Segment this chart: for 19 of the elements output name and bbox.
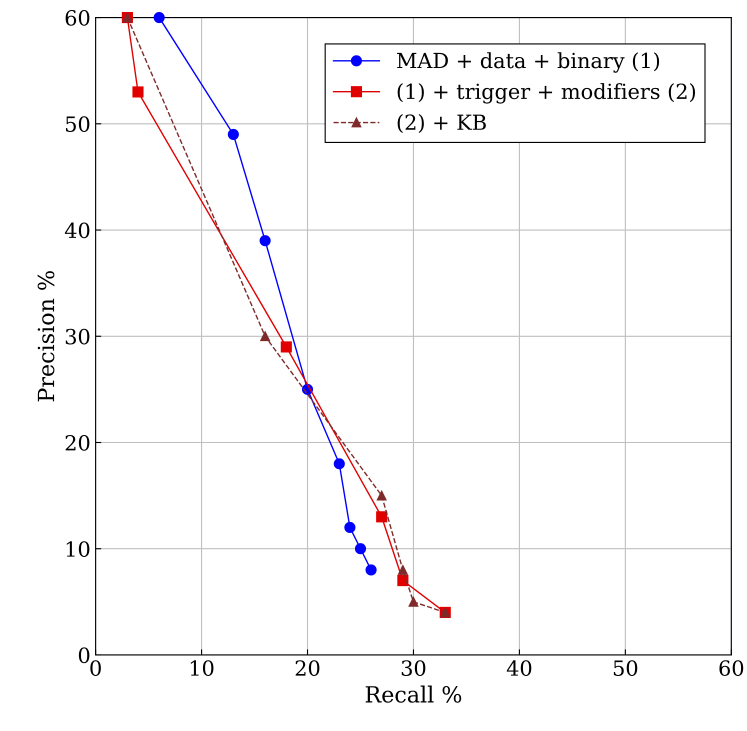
legend-label: (2) + KB [398, 114, 486, 134]
y-tick-label: 60 [66, 10, 90, 26]
y-tick-label: 30 [66, 328, 90, 344]
y-axis-title: Precision % [38, 271, 54, 402]
x-axis-title: Recall % [366, 686, 462, 703]
x-tick-label: 50 [614, 660, 638, 676]
x-tick-label: 0 [90, 660, 101, 676]
y-tick-label: 20 [66, 434, 90, 451]
y-tick-label: 50 [66, 116, 90, 132]
y-tick-label: 10 [66, 541, 90, 557]
x-tick-label: 60 [719, 660, 744, 676]
x-tick-label: 10 [190, 660, 214, 676]
x-tick-label: 40 [506, 660, 532, 676]
x-tick-label: 20 [296, 660, 320, 676]
legend-label: MAD + data + binary (1) [397, 52, 660, 73]
x-tick-label: 30 [402, 660, 426, 676]
legend-label: (1) + trigger + modifiers (2) [398, 83, 696, 104]
y-tick-label: 40 [64, 222, 90, 238]
y-tick-label: 0 [78, 647, 90, 664]
